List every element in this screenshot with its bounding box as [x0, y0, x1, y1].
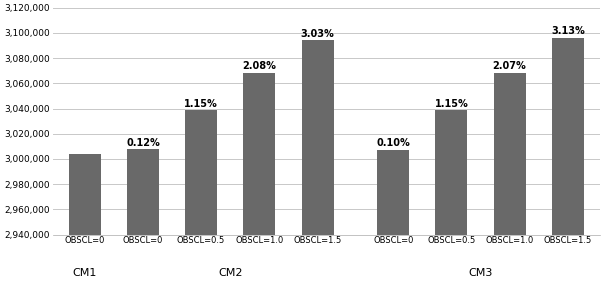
- Bar: [69, 154, 101, 297]
- Text: CM2: CM2: [218, 268, 242, 278]
- Text: 2.08%: 2.08%: [242, 61, 276, 71]
- Text: 3.03%: 3.03%: [301, 29, 335, 39]
- Bar: [185, 110, 217, 297]
- Bar: [552, 38, 584, 297]
- Text: CM3: CM3: [468, 268, 493, 278]
- Bar: [435, 110, 467, 297]
- Bar: [493, 73, 525, 297]
- Text: CM1: CM1: [72, 268, 97, 278]
- Text: 1.15%: 1.15%: [184, 99, 218, 108]
- Text: 1.15%: 1.15%: [434, 99, 468, 108]
- Bar: [301, 40, 333, 297]
- Text: 2.07%: 2.07%: [493, 61, 527, 71]
- Bar: [127, 149, 159, 297]
- Text: 0.12%: 0.12%: [126, 138, 160, 148]
- Text: 3.13%: 3.13%: [551, 26, 585, 36]
- Bar: [243, 73, 275, 297]
- Text: 0.10%: 0.10%: [376, 138, 410, 148]
- Bar: [377, 150, 409, 297]
